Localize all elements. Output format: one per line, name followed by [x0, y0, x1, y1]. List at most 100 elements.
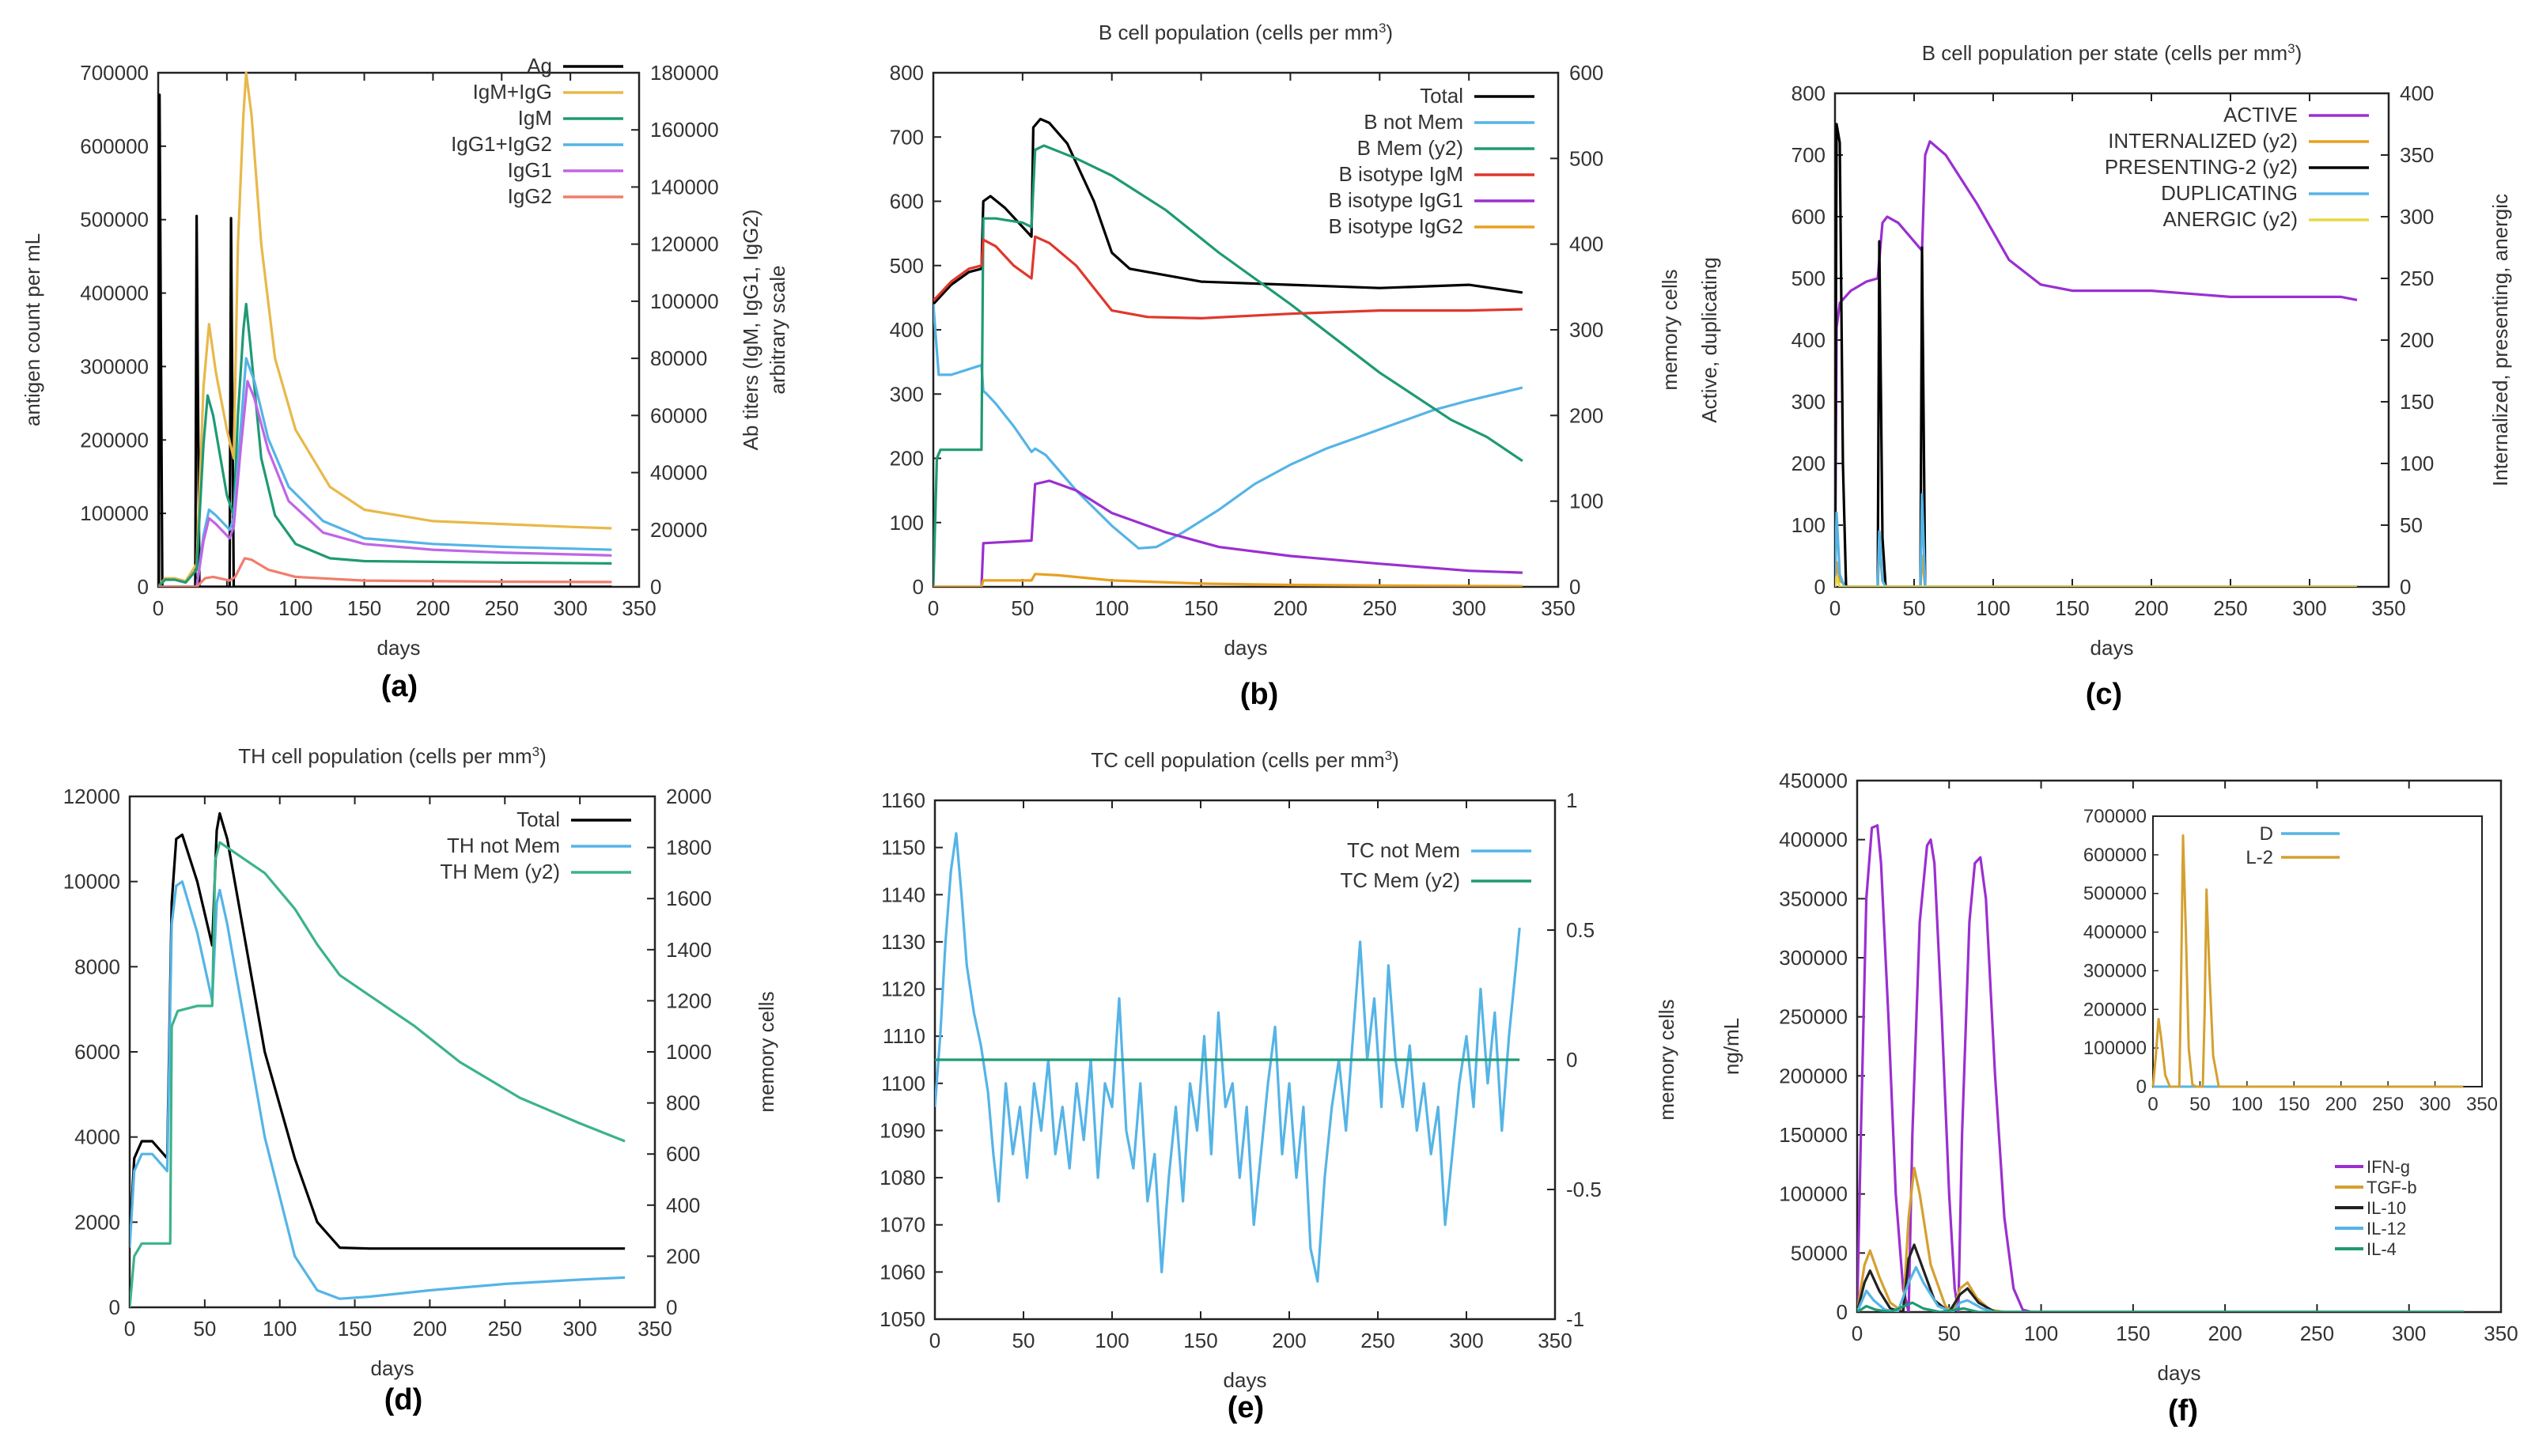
y-tick-label: 1140	[881, 883, 925, 906]
y-tick-label: 700	[1792, 143, 1826, 167]
x-tick-label: 50	[1938, 1322, 1961, 1345]
legend-label: ACTIVE	[2223, 103, 2298, 127]
x-tick-label: 300	[2392, 1322, 2426, 1345]
legend-label: B isotype IgG1	[1328, 188, 1463, 212]
legend-label: INTERNALIZED (y2)	[2108, 129, 2298, 153]
x-tick-label: 100	[278, 596, 312, 620]
x-tick-label: 150	[2055, 596, 2089, 620]
x-tick-label: 150	[347, 596, 381, 620]
y2-tick-label: 140000	[650, 175, 719, 199]
series-line-b-isotype-igm	[933, 235, 1523, 320]
y-tick-label: 700	[890, 125, 924, 149]
legend-label: TH Mem (y2)	[440, 860, 560, 883]
y-tick-label: 100000	[80, 501, 149, 525]
x-tick-label: 100	[263, 1317, 297, 1341]
x-tick-label: 50	[1903, 596, 1926, 620]
legend-label: IgG1+IgG2	[451, 132, 552, 156]
series-line-igm	[158, 302, 612, 587]
x-tick-label: 50	[1012, 1329, 1035, 1352]
y2-axis-label: memory cells	[1658, 269, 1682, 390]
y-tick-label: 600	[890, 190, 924, 214]
legend-label: B not Mem	[1364, 110, 1463, 134]
inset-x-tick-label: 100	[2231, 1094, 2263, 1115]
y-tick-label: 600000	[80, 134, 149, 158]
series-line-th-not-mem	[130, 880, 626, 1300]
series-line-presenting-2-y2-	[1835, 123, 2357, 587]
legend-label: B isotype IgG2	[1328, 214, 1463, 238]
inset-x-tick-label: 350	[2466, 1094, 2498, 1115]
inset-y-tick-label: 200000	[2083, 999, 2147, 1020]
legend-label: IL-4	[2367, 1239, 2397, 1259]
legend-label: Total	[1420, 84, 1463, 108]
inset-y-tick-label: 100000	[2083, 1038, 2147, 1059]
y-tick-label: 800	[890, 61, 924, 85]
plot-frame-b	[932, 71, 1560, 588]
x-tick-label: 200	[1273, 596, 1307, 620]
legend-label: B isotype IgM	[1338, 162, 1463, 186]
y-tick-label: 500	[890, 254, 924, 278]
y2-tick-label: 180000	[650, 61, 719, 85]
x-tick-label: 250	[2300, 1322, 2334, 1345]
x-tick-label: 0	[153, 596, 164, 620]
y-tick-label: 1060	[880, 1260, 925, 1284]
inset-x-tick-label: 150	[2278, 1094, 2310, 1115]
legend-label: IFN-g	[2367, 1157, 2410, 1177]
panel-label: (f)	[2168, 1394, 2198, 1428]
x-tick-label: 150	[338, 1317, 372, 1341]
y2-tick-label: 100	[2400, 452, 2434, 475]
x-tick-label: 0	[1852, 1322, 1863, 1345]
series-line-tgf-b	[1857, 1167, 2465, 1312]
y-tick-label: 1080	[880, 1166, 925, 1189]
y-tick-label: 0	[913, 575, 924, 599]
y2-tick-label: 400	[666, 1193, 700, 1217]
y-tick-label: 4000	[74, 1125, 120, 1149]
y-tick-label: 450000	[1779, 769, 1848, 792]
panel-label: (c)	[2086, 678, 2122, 711]
panel-f: 0 50 100 150 200 250 300 350 0 50000 100000 150000 2…	[1720, 769, 2518, 1428]
x-tick-label: 200	[1272, 1329, 1306, 1352]
legend-label: IL-10	[2367, 1198, 2406, 1218]
x-tick-label: 100	[1095, 1329, 1129, 1352]
x-tick-label: 150	[2116, 1322, 2150, 1345]
inset-y-tick-label: 300000	[2083, 960, 2147, 981]
y-tick-label: 500	[1792, 267, 1826, 290]
y2-tick-label: 1600	[666, 887, 712, 910]
series-line-igm-igg	[158, 71, 612, 587]
y2-tick-label: 200	[666, 1244, 700, 1268]
y-tick-label: 500000	[80, 208, 149, 232]
series-line-total	[130, 811, 626, 1250]
y2-tick-label: 160000	[650, 118, 719, 142]
y-tick-label: 1150	[881, 836, 925, 860]
x-tick-label: 350	[1541, 596, 1575, 620]
y-tick-label: 400000	[1779, 828, 1848, 852]
y2-tick-label: 150	[2400, 390, 2434, 414]
x-tick-label: 250	[488, 1317, 522, 1341]
y2-tick-label: 500	[1569, 146, 1603, 170]
y-tick-label: 600	[1792, 205, 1826, 229]
legend-label: IgG2	[508, 184, 552, 208]
y-tick-label: 100	[1792, 513, 1826, 537]
inset-legend-label: L-2	[2246, 847, 2273, 868]
y-axis-label: ng/mL	[1720, 1018, 1743, 1075]
legend-label: TC Mem (y2)	[1340, 868, 1460, 892]
x-tick-label: 200	[2134, 596, 2168, 620]
y-tick-label: 1130	[881, 930, 925, 954]
y2-tick-label: 400	[2400, 81, 2434, 105]
series-line-igg1	[158, 380, 612, 587]
y2-axis-label: Ab titers (IgM, IgG1, IgG2)	[739, 210, 762, 451]
inset-y-tick-label: 0	[2136, 1076, 2147, 1098]
x-tick-label: 100	[2024, 1322, 2058, 1345]
y-tick-label: 1070	[880, 1213, 925, 1237]
x-tick-label: 300	[553, 596, 587, 620]
y2-tick-label: 0.5	[1566, 918, 1595, 942]
y-tick-label: 250000	[1779, 1005, 1848, 1029]
legend-label: Total	[516, 807, 560, 831]
inset-series-l-2	[2151, 834, 2464, 1088]
y-tick-label: 0	[109, 1295, 120, 1319]
panel-label: (e)	[1228, 1391, 1264, 1424]
panel-c: 0 50 100 150 200 250 300 3500100200300400500600…	[1697, 41, 2512, 712]
series-line-tc-not-mem	[935, 832, 1521, 1283]
y2-tick-label: -0.5	[1566, 1178, 1602, 1201]
y-axis-label: Active, duplicating	[1697, 257, 1721, 423]
